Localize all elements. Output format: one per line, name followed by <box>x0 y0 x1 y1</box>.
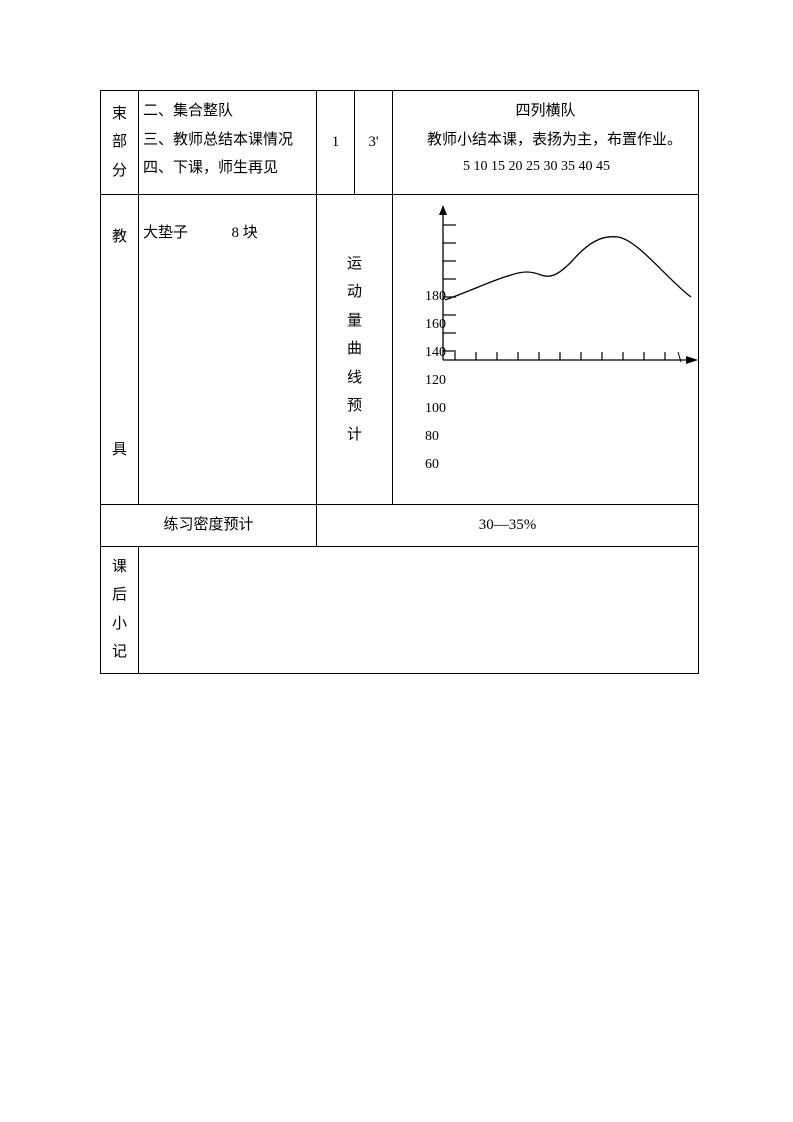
row2-label-bottom: 具 <box>101 436 138 465</box>
row1-content: 二、集合整队 三、教师总结本课情况 四、下课，师生再见 <box>139 91 317 195</box>
row1-count: 1 <box>317 91 355 195</box>
row4-section-label: 课 后 小 记 <box>101 546 139 673</box>
row4-label-line: 小 <box>105 610 134 639</box>
row1-content-line: 四、下课，师生再见 <box>143 154 312 183</box>
row2-section-label: 教 具 <box>101 195 139 505</box>
row2-label-top: 教 <box>101 223 138 252</box>
chart-label-line: 运 <box>321 250 388 279</box>
x-ticks <box>455 352 665 360</box>
x-axis-labels: 5 10 15 20 25 30 35 40 45 <box>463 154 610 181</box>
chart-label-line: 动 <box>321 278 388 307</box>
density-value: 30—35% <box>317 505 699 547</box>
equipment-qty: 8 块 <box>232 225 258 241</box>
chart-label-line: 曲 <box>321 335 388 364</box>
equipment-item: 大垫子 <box>143 225 188 241</box>
row1-col1-line: 分 <box>105 157 134 186</box>
chart-label-line: 线 <box>321 364 388 393</box>
row1-content-line: 三、教师总结本课情况 <box>143 126 312 155</box>
y-label: 100 <box>425 395 446 423</box>
chart-label-line: 预 <box>321 392 388 421</box>
y-label: 80 <box>425 423 446 451</box>
row2-chart-cell: 180 160 140 120 100 80 60 5 10 15 20 25 … <box>393 195 699 505</box>
row1-col1-line: 部 <box>105 128 134 157</box>
y-label: 120 <box>425 367 446 395</box>
y-axis-labels: 180 160 140 120 100 80 60 <box>425 283 446 479</box>
density-label: 练习密度预计 <box>101 505 317 547</box>
row1-notes-body: 教师小结本课，表扬为主，布置作业。 <box>397 126 694 155</box>
exercise-load-chart <box>423 205 698 375</box>
y-axis-arrow-icon <box>439 205 447 215</box>
row2-equipment: 大垫子 8 块 <box>139 195 317 505</box>
y-label: 180 <box>425 283 446 311</box>
row1-section-label: 束 部 分 <box>101 91 139 195</box>
y-label: 140 <box>425 339 446 367</box>
post-lesson-notes <box>139 546 699 673</box>
row1-col1-line: 束 <box>105 100 134 129</box>
x-axis-arrow-icon <box>686 356 698 364</box>
chart-label-line: 计 <box>321 421 388 450</box>
lesson-plan-table: 束 部 分 二、集合整队 三、教师总结本课情况 四、下课，师生再见 1 3' 四… <box>100 90 699 674</box>
chart-label-line: 量 <box>321 307 388 336</box>
row1-content-line: 二、集合整队 <box>143 97 312 126</box>
load-curve <box>445 237 691 300</box>
row1-time: 3' <box>355 91 393 195</box>
row1-notes-title: 四列横队 <box>397 97 694 126</box>
row4-label-line: 后 <box>105 581 134 610</box>
y-label: 160 <box>425 311 446 339</box>
row4-label-line: 记 <box>105 638 134 667</box>
row4-label-line: 课 <box>105 553 134 582</box>
row2-chart-label: 运 动 量 曲 线 预 计 <box>317 195 393 505</box>
y-label: 60 <box>425 451 446 479</box>
